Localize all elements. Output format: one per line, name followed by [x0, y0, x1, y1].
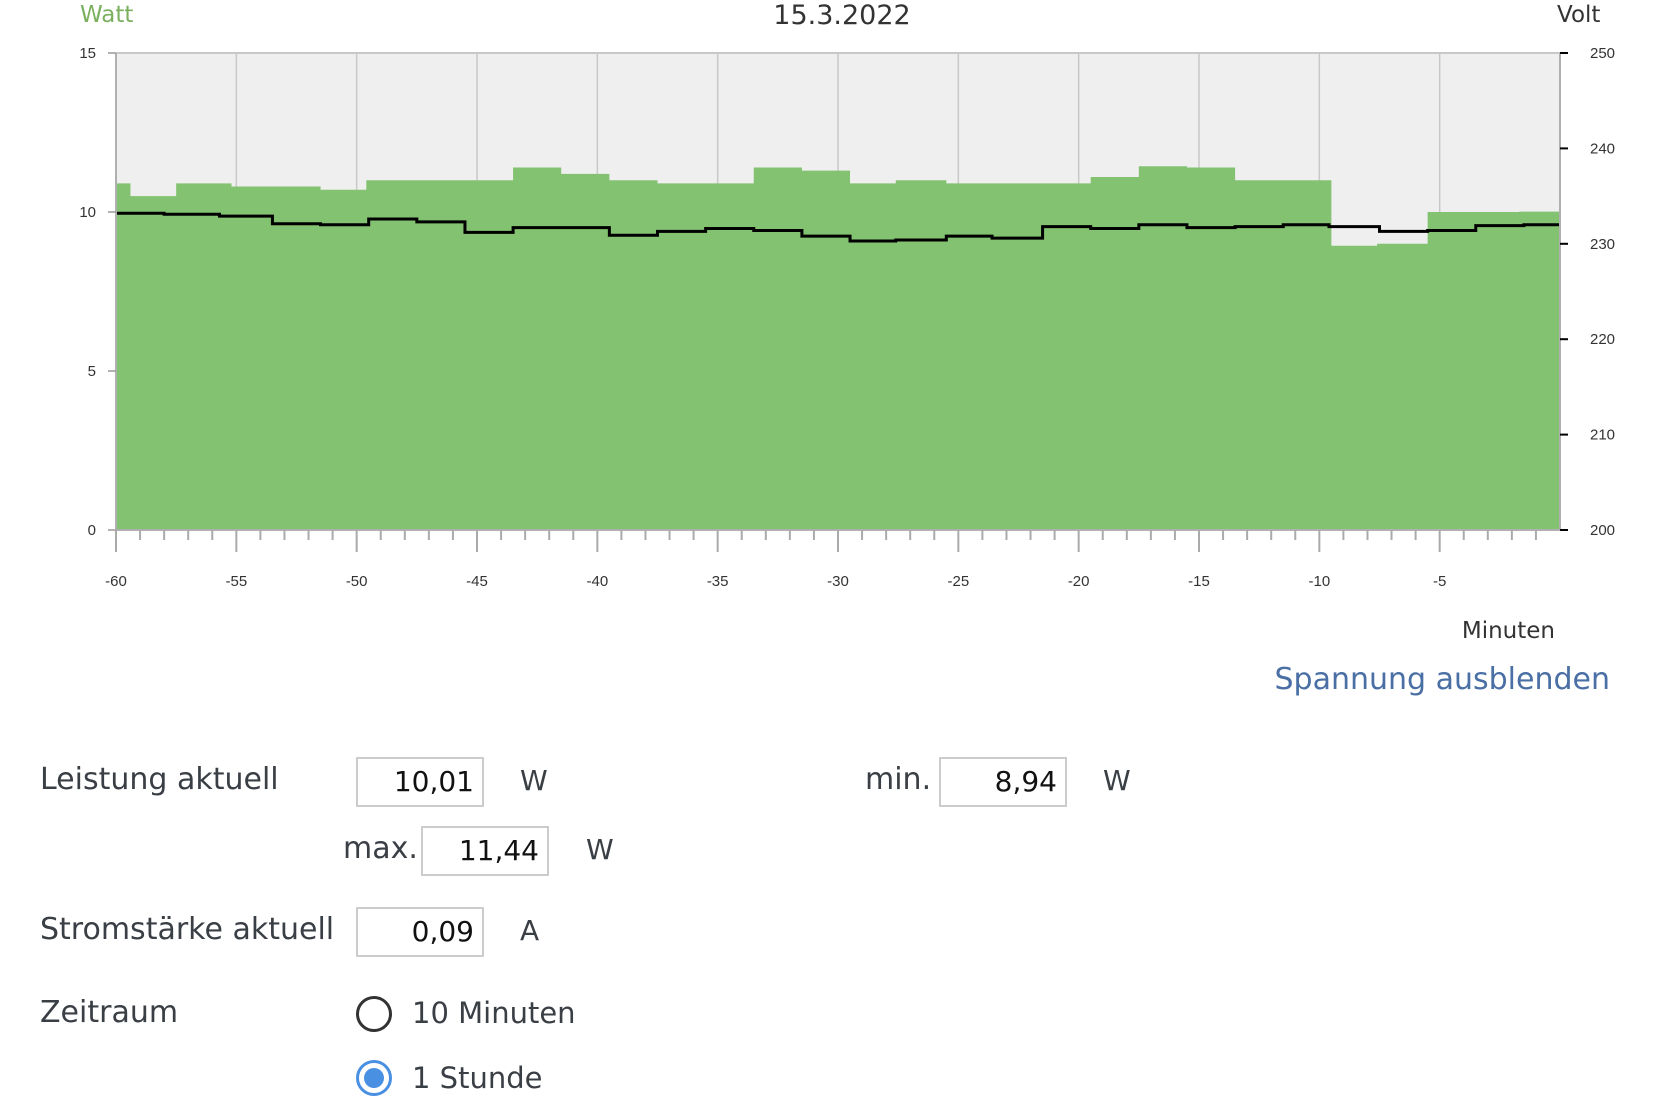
- y-right-tick-label: 250: [1590, 45, 1615, 62]
- power-voltage-chart: 0 5 10 15 200 210 220 230 240 250 -60 -55 -50 -45 -40 -…: [79, 0, 1615, 644]
- y-right-tick-label: 220: [1590, 331, 1615, 348]
- min-power-field: 8,94: [939, 757, 1067, 807]
- min-power-label: min.: [865, 762, 932, 797]
- x-tick-label: -25: [947, 573, 969, 590]
- current-power-label: Leistung aktuell: [40, 762, 279, 797]
- radio-10-minutes[interactable]: [356, 996, 392, 1032]
- y-left-tick-label: 5: [88, 363, 96, 380]
- radio-10-minutes-label[interactable]: 10 Minuten: [412, 996, 576, 1030]
- x-tick-label: -60: [105, 573, 127, 590]
- y-axis-left-title: Watt: [80, 2, 133, 28]
- y-right-tick-label: 210: [1590, 427, 1615, 444]
- y-right-tick-label: 230: [1590, 236, 1615, 253]
- timespan-label: Zeitraum: [40, 995, 179, 1030]
- radio-1-hour-label[interactable]: 1 Stunde: [412, 1061, 543, 1095]
- y-right-tick-label: 240: [1590, 140, 1615, 157]
- radio-1-hour[interactable]: [356, 1060, 392, 1096]
- y-left-tick-label: 15: [79, 45, 96, 62]
- min-power-unit: W: [1103, 764, 1131, 797]
- x-tick-label: -10: [1308, 573, 1330, 590]
- power-area-series: [116, 166, 1560, 530]
- y-left-tick-label: 0: [88, 522, 96, 539]
- x-tick-label: -5: [1433, 573, 1446, 590]
- current-power-unit: W: [520, 764, 548, 797]
- current-amperage-field: 0,09: [356, 907, 484, 957]
- x-tick-label: -35: [707, 573, 729, 590]
- x-tick-label: -40: [586, 573, 608, 590]
- x-tick-label: -50: [346, 573, 368, 590]
- max-power-field: 11,44: [421, 826, 549, 876]
- max-power-unit: W: [586, 833, 614, 866]
- y-left-tick-label: 10: [79, 204, 96, 221]
- x-tick-label: -15: [1188, 573, 1210, 590]
- voltage-line-series: [116, 211, 1560, 243]
- x-axis-title: Minuten: [1462, 618, 1555, 644]
- current-amperage-label: Stromstärke aktuell: [40, 912, 335, 947]
- x-tick-label: -45: [466, 573, 488, 590]
- current-amperage-unit: A: [520, 914, 540, 947]
- x-tick-label: -30: [827, 573, 849, 590]
- axes: 0 5 10 15 200 210 220 230 240 250 -60 -55 -50 -45 -40 -…: [79, 45, 1615, 590]
- y-right-tick-label: 200: [1590, 522, 1615, 539]
- max-power-label: max.: [343, 831, 418, 866]
- x-tick-label: -55: [225, 573, 247, 590]
- x-tick-label: -20: [1068, 573, 1090, 590]
- current-power-field: 10,01: [356, 757, 484, 807]
- hide-voltage-link[interactable]: Spannung ausblenden: [1274, 662, 1611, 697]
- y-axis-right-title: Volt: [1557, 2, 1600, 28]
- chart-title: 15.3.2022: [773, 0, 910, 31]
